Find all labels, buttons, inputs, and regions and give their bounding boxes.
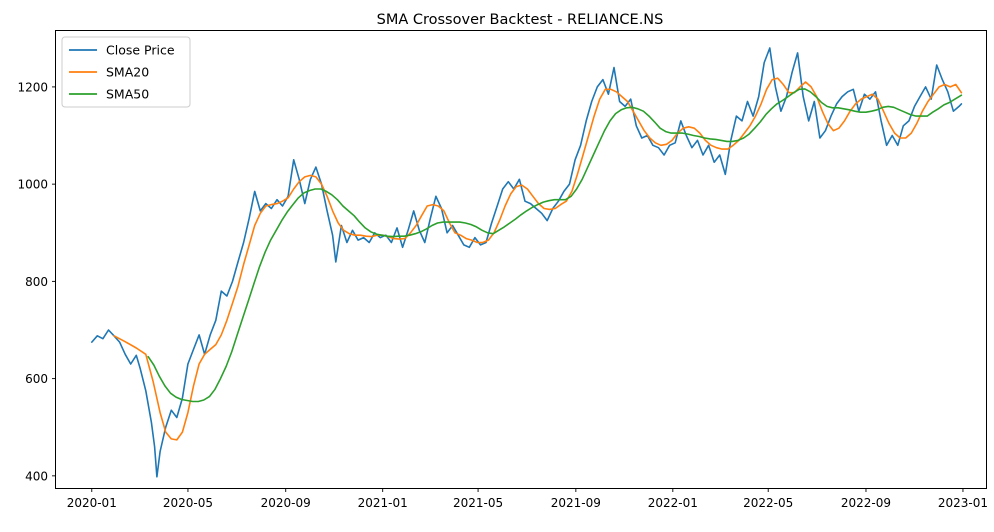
x-tick-label: 2021-09 bbox=[551, 496, 601, 510]
series-line-sma20 bbox=[113, 77, 963, 441]
x-tick-label: 2022-09 bbox=[841, 496, 891, 510]
legend-label: SMA50 bbox=[106, 87, 149, 102]
legend-label: SMA20 bbox=[106, 65, 149, 80]
y-tick-label: 400 bbox=[25, 469, 48, 483]
y-axis: 400 600 800 1000 1200 bbox=[17, 80, 56, 483]
series-line-close-price bbox=[91, 47, 963, 478]
y-tick-label: 600 bbox=[25, 372, 48, 386]
chart-title: SMA Crossover Backtest - RELIANCE.NS bbox=[377, 12, 664, 28]
y-tick-label: 1000 bbox=[17, 178, 48, 192]
x-tick-label: 2023-01 bbox=[938, 496, 988, 510]
legend-box bbox=[61, 36, 191, 108]
legend: Close Price SMA20 SMA50 bbox=[61, 36, 191, 108]
legend-label: Close Price bbox=[106, 43, 175, 58]
plot-area bbox=[91, 47, 963, 478]
x-tick-label: 2021-01 bbox=[358, 496, 408, 510]
axes-frame bbox=[55, 30, 987, 489]
x-tick-label: 2021-05 bbox=[453, 496, 503, 510]
x-tick-label: 2020-01 bbox=[67, 496, 117, 510]
series-line-sma50 bbox=[147, 88, 963, 403]
x-tick-label: 2022-05 bbox=[743, 496, 793, 510]
x-tick-label: 2020-09 bbox=[261, 496, 311, 510]
y-tick-label: 800 bbox=[25, 275, 48, 289]
x-tick-label: 2020-05 bbox=[163, 496, 213, 510]
x-tick-label: 2022-01 bbox=[648, 496, 698, 510]
y-tick-label: 1200 bbox=[17, 80, 48, 94]
x-axis: 2020-01 2020-05 2020-09 2021-01 2021-05 2021-… bbox=[67, 488, 988, 510]
